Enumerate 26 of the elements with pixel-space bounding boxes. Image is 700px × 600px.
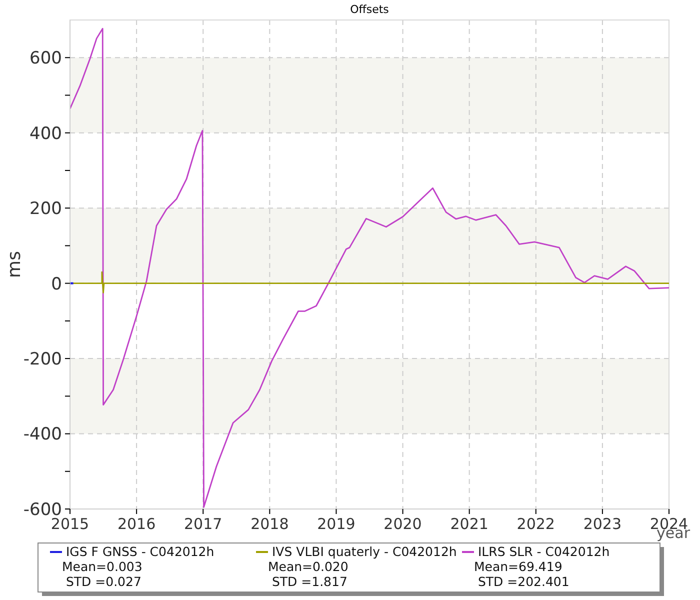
y-tick-label: 200 — [30, 199, 62, 220]
text: STD =0.027 — [62, 574, 142, 589]
y-axis-title: ms — [4, 251, 25, 278]
x-tick-label: 2017 — [184, 515, 222, 533]
y-tick-label: -400 — [23, 424, 62, 445]
x-tick-label: 2015 — [50, 515, 90, 533]
x-tick-label: 2019 — [317, 515, 356, 533]
legend-label: IGS F GNSS - C042012h — [66, 544, 214, 559]
y-tick-label: 400 — [30, 124, 62, 144]
chart-title: Offsets — [350, 3, 390, 16]
text: Mean=0.020 — [268, 559, 348, 574]
legend-label: ILRS SLR - C042012h — [478, 544, 610, 559]
text: Mean=69.419 — [474, 559, 562, 574]
x-tick-label: 2016 — [117, 515, 156, 533]
text: STD =1.817 — [268, 574, 348, 589]
y-tick-label: -200 — [23, 349, 62, 370]
x-tick-label: 2020 — [384, 515, 422, 533]
y-tick-label: 600 — [30, 48, 62, 69]
y-tick-label: 0 — [51, 274, 62, 294]
x-tick-label: 2022 — [516, 515, 555, 533]
x-tick-label: 2023 — [583, 515, 622, 533]
legend-label: IVS VLBI quaterly - C042012h — [272, 544, 457, 559]
text: STD =202.401 — [474, 574, 570, 589]
x-tick-label: 2021 — [450, 515, 488, 533]
x-tick-label: 2018 — [250, 515, 289, 533]
text: Mean=0.003 — [62, 559, 142, 574]
